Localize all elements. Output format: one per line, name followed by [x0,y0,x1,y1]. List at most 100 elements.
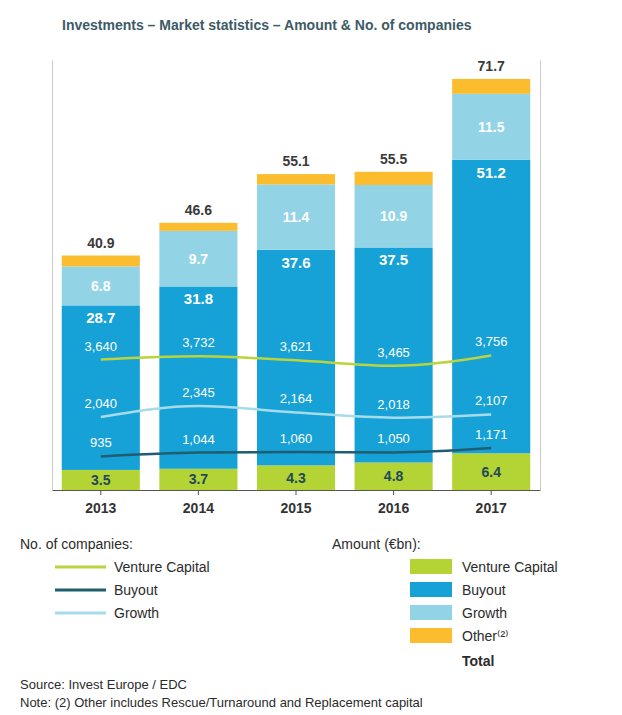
y-axis [52,61,53,491]
data-label: 37.5 [379,251,408,268]
data-label: 6.4 [481,464,501,480]
data-label: 3.5 [91,472,111,488]
line [101,406,491,418]
legend-label: Growth [114,605,159,621]
line-label: 2,018 [377,397,410,412]
x-tick-label: 2015 [280,500,311,516]
bar [257,184,335,249]
legend-swatch [410,559,452,574]
data-label: 4.3 [286,470,306,486]
x-tick: 2015 [280,490,311,516]
line-label: 3,640 [85,339,118,354]
total-label: 55.5 [380,151,407,167]
bar [257,465,335,490]
bar [355,462,433,490]
bar [452,160,530,454]
line [101,448,491,456]
y-axis-line [52,61,53,491]
line-label: 2,107 [475,393,508,408]
y2-axis-line [540,61,541,491]
data-label: 28.7 [86,309,115,326]
chart-svg: Investments – Market statistics – Amount… [0,0,622,715]
x-tick: 2014 [183,490,214,516]
line-label: 1,060 [280,431,313,446]
legend-label: Buyout [114,582,158,598]
data-label: 31.8 [184,290,213,307]
legend-label: Total [462,653,494,669]
line-label: 3,732 [182,335,215,350]
x-tick-label: 2016 [378,500,409,516]
bar-series [62,160,530,470]
plot-marks [62,79,530,490]
x-tick-mark [491,490,492,495]
x-axis: 2013 2014 2015 2016 2017 [53,490,541,516]
data-label: 3.7 [189,471,209,487]
bar [452,79,530,94]
bar-series [62,94,530,306]
bar [355,172,433,185]
total-label: 46.6 [185,202,212,218]
legend-swatch [410,605,452,620]
data-label: 6.8 [91,278,111,294]
x-tick-label: 2017 [476,500,507,516]
line [101,355,491,365]
title: Investments – Market statistics – Amount… [62,17,472,33]
x-tick: 2016 [378,490,409,516]
x-tick-label: 2013 [85,500,116,516]
line-label: 1,044 [182,432,215,447]
line-label: 3,756 [475,334,508,349]
total-label: 55.1 [282,153,309,169]
y2-axis [540,61,541,491]
bar [355,185,433,247]
legend-label: Growth [462,605,507,621]
bar [62,470,140,490]
legend-label: Venture Capital [114,559,210,575]
data-label: 9.7 [189,251,209,267]
legend-swatch [410,628,452,643]
bar [159,286,237,468]
line-label: 3,621 [280,339,313,354]
legend-title: Amount (€bn): [332,536,421,552]
x-tick: 2013 [85,490,116,516]
note: Note: (2) Other includes Rescue/Turnarou… [20,695,423,710]
x-tick-label: 2014 [183,500,214,516]
bar [62,305,140,470]
data-label: 51.2 [477,164,506,181]
x-tick-mark [198,490,199,495]
source: Source: Invest Europe / EDC [20,677,187,692]
labels: 3.5 3.7 4.3 4.8 6.4 28.7 31.8 37.6 37.5 51.2 6.8 9.… [85,58,508,488]
bar [159,469,237,490]
total-label: 71.7 [478,58,505,74]
bar [452,94,530,160]
line-label: 1,171 [475,427,508,442]
legend-swatch [410,582,452,597]
bar [257,174,335,184]
bar [62,266,140,305]
bar [452,453,530,490]
line-label: 2,164 [280,391,313,406]
data-label: 37.6 [281,254,310,271]
x-tick-mark [296,490,297,495]
bar-series [62,79,530,266]
x-tick: 2017 [476,490,507,516]
legend-swatch [55,566,106,569]
data-label: 11.5 [478,119,505,135]
line-label: 2,345 [182,385,215,400]
bar [62,256,140,267]
legend: No. of companies: Amount (€bn): Venture Ca… [20,536,558,669]
line-label: 2,040 [85,396,118,411]
line-label: 935 [90,435,112,450]
x-tick-mark [393,490,394,495]
legend-title: No. of companies: [20,536,133,552]
data-label: 11.4 [283,209,310,225]
bar [355,247,433,462]
line-label: 3,465 [377,345,410,360]
bar [159,223,237,231]
legend-label: Venture Capital [462,559,558,575]
legend-label: Other⁽²⁾ [462,628,509,644]
legend-swatch [55,589,106,592]
total-label: 40.9 [87,235,114,251]
data-label: 4.8 [384,468,404,484]
bar [159,231,237,287]
legend-label: Buyout [462,582,506,598]
